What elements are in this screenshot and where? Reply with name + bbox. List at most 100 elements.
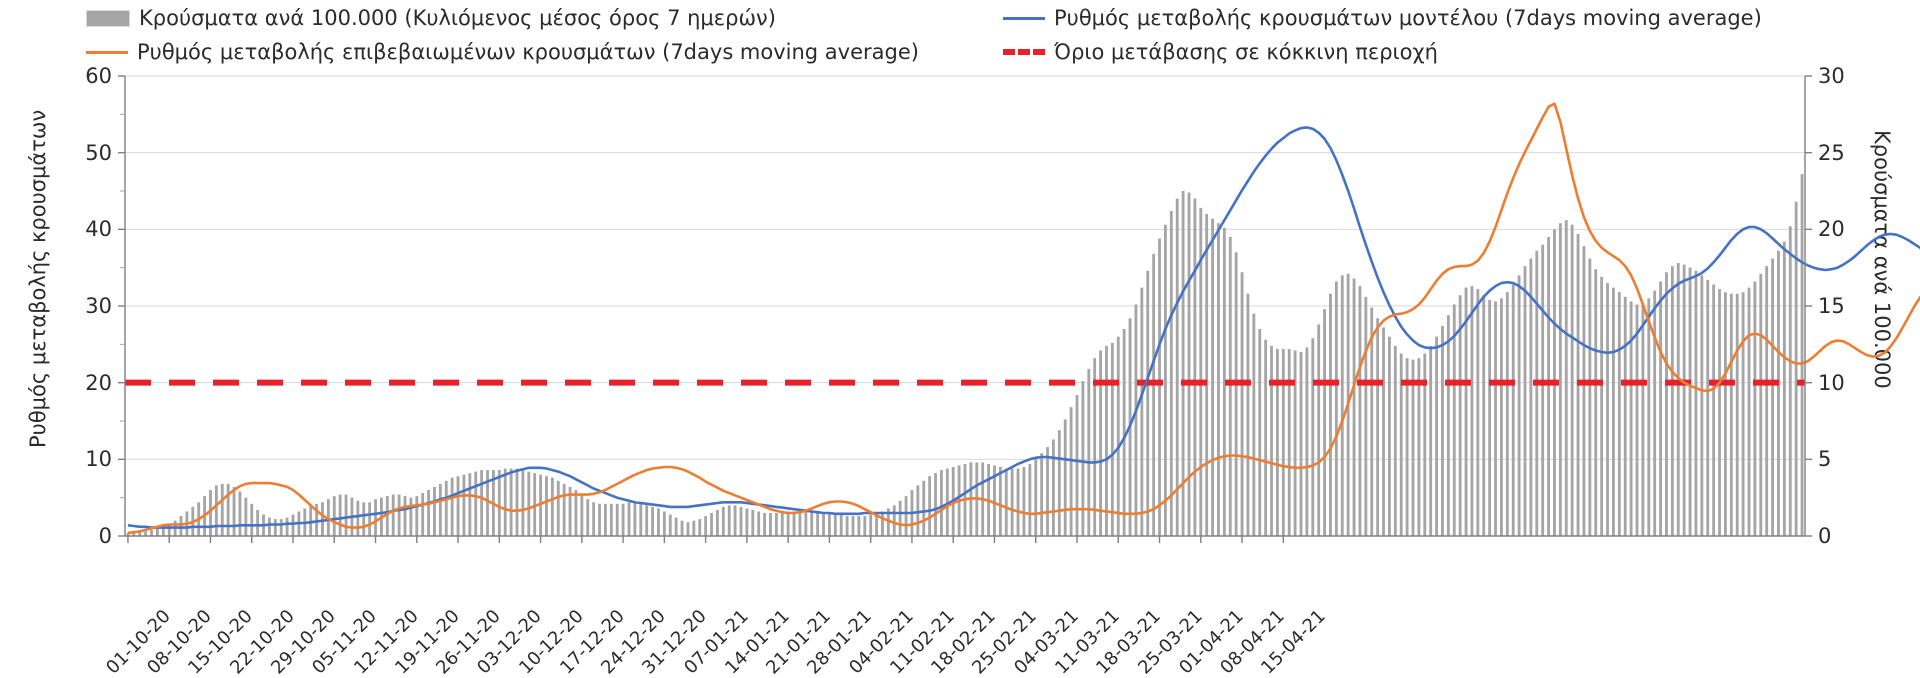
bar (592, 502, 596, 536)
bar (1075, 394, 1079, 536)
bar (1370, 307, 1374, 536)
bar (1228, 237, 1232, 536)
bar (1287, 348, 1291, 536)
bar (1747, 287, 1751, 536)
bar (497, 470, 501, 536)
chart-legend: Κρούσματα ανά 100.000 (Κυλιόμενος μέσος … (0, 0, 1920, 66)
bar (1046, 447, 1049, 536)
bar (1405, 358, 1409, 536)
legend-label: Όριο μετάβασης σε κόκκινη περιοχή (1054, 40, 1438, 64)
bar (934, 473, 937, 536)
y-tick-left: 60 (85, 64, 112, 88)
bar (509, 468, 513, 536)
bar (828, 513, 831, 536)
bar (1004, 468, 1008, 536)
bar (480, 470, 484, 536)
bar (545, 476, 548, 536)
bar (1594, 269, 1598, 536)
bar (615, 503, 619, 536)
bar (1623, 296, 1627, 536)
bar (1653, 290, 1657, 536)
bar (1010, 468, 1014, 536)
bar (238, 491, 242, 536)
bar (409, 497, 413, 536)
line-swatch-icon (86, 50, 128, 54)
bar (1199, 207, 1203, 536)
bar (1323, 309, 1326, 536)
bar (1040, 453, 1044, 536)
bar (273, 519, 277, 536)
bar (822, 513, 825, 536)
bar (757, 511, 761, 536)
bar (1052, 439, 1055, 536)
bar (1234, 252, 1238, 537)
bar (1334, 281, 1338, 536)
bar (1069, 407, 1073, 536)
bar (940, 470, 943, 536)
bar (1482, 295, 1486, 536)
bar (474, 471, 478, 536)
bar (374, 499, 377, 536)
bar (710, 513, 713, 536)
bar (1446, 315, 1450, 536)
bar (562, 483, 566, 536)
bar (433, 486, 436, 536)
bar (804, 511, 808, 536)
legend-item-cases-per-100k[interactable]: Κρούσματα ανά 100.000 (Κυλιόμενος μέσος … (86, 6, 776, 30)
bar (291, 514, 295, 536)
bar (1276, 348, 1279, 536)
bar (256, 509, 260, 536)
bar (1110, 342, 1114, 536)
bar (1081, 381, 1085, 536)
y-tick-right: 25 (1818, 140, 1845, 165)
bar (1393, 345, 1397, 536)
bar (503, 468, 507, 536)
legend-item-red-zone-threshold[interactable]: Όριο μετάβασης σε κόκκινη περιοχή (1003, 40, 1438, 64)
bar (651, 506, 654, 536)
bar (1724, 292, 1727, 536)
bar (704, 516, 708, 536)
legend-label: Ρυθμός μεταβολής επιβεβαιωμένων κρουσμάτ… (137, 40, 919, 64)
bar (1694, 270, 1698, 536)
bar (657, 508, 660, 536)
bar (226, 483, 230, 536)
bar (586, 499, 590, 536)
bar (786, 511, 790, 536)
bar (285, 517, 289, 536)
bar (1529, 258, 1533, 536)
legend-item-confirmed-change-rate[interactable]: Ρυθμός μεταβολής επιβεβαιωμένων κρουσμάτ… (86, 40, 919, 64)
bar (1181, 191, 1185, 536)
y-tick-right: 15 (1818, 294, 1845, 318)
bar (385, 496, 389, 536)
bar (1541, 244, 1545, 536)
legend-item-model-change-rate[interactable]: Ρυθμός μεταβολής κρουσμάτων μοντέλου (7d… (1003, 6, 1762, 30)
bar (521, 470, 525, 536)
bar (1146, 270, 1150, 536)
bar (344, 494, 348, 536)
bar (1087, 368, 1091, 536)
bar (1358, 286, 1362, 536)
bar (875, 513, 878, 536)
bar (1140, 287, 1144, 536)
bar (1670, 266, 1674, 536)
bar (739, 506, 743, 536)
bar (574, 490, 578, 536)
bar (438, 483, 442, 536)
bar (1028, 463, 1032, 536)
bar (527, 471, 531, 536)
bar (1729, 293, 1733, 536)
bar (321, 502, 324, 536)
bar (580, 494, 584, 536)
bar (1706, 279, 1710, 536)
bar (161, 526, 165, 536)
bar (1782, 241, 1786, 536)
plot-area (118, 75, 1920, 543)
bar (833, 514, 837, 536)
y-tick-left: 40 (85, 217, 112, 242)
bar (1570, 224, 1574, 536)
bar (138, 531, 142, 536)
bar (716, 509, 719, 536)
bar (733, 505, 737, 536)
bar (922, 480, 926, 536)
bar (1735, 293, 1739, 536)
